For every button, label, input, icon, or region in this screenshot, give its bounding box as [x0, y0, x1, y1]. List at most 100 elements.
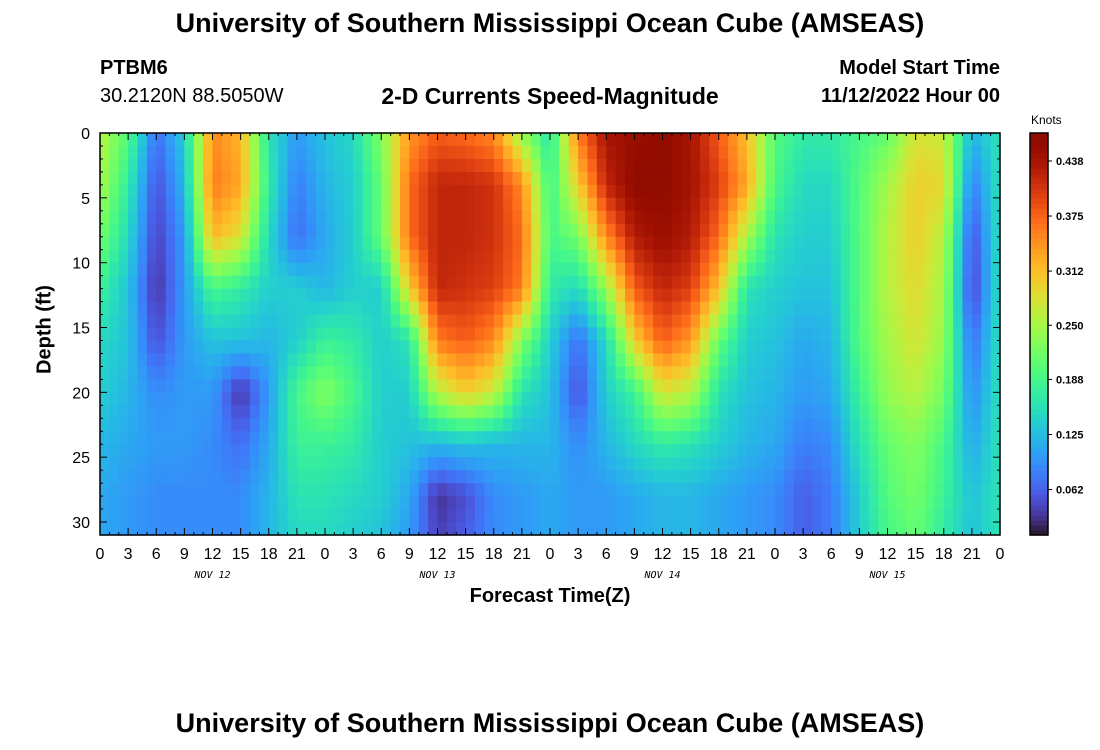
- heatmap-cell: [531, 509, 542, 523]
- heatmap-cell: [446, 509, 457, 523]
- colorbar-segment: [1030, 444, 1048, 451]
- heatmap-cell: [962, 158, 973, 173]
- heatmap-cell: [793, 509, 804, 523]
- heatmap-cell: [859, 392, 870, 406]
- colorbar-tick-label: 0.375: [1056, 211, 1084, 223]
- heatmap-cell: [559, 158, 570, 173]
- heatmap-cell: [831, 301, 842, 316]
- heatmap-cell: [325, 275, 335, 290]
- heatmap-cell: [540, 133, 551, 147]
- colorbar-segment: [1030, 203, 1048, 209]
- heatmap-cell: [521, 470, 532, 484]
- x-tick-label: 21: [963, 546, 981, 563]
- heatmap-cell: [925, 210, 935, 225]
- heatmap-cell: [578, 275, 589, 290]
- heatmap-cell: [212, 418, 223, 432]
- heatmap-cell: [831, 431, 842, 445]
- heatmap-cell: [493, 379, 504, 393]
- heatmap-cell: [615, 236, 626, 251]
- heatmap-cell: [531, 483, 542, 497]
- heatmap-cell: [662, 275, 673, 290]
- heatmap-cell: [784, 470, 795, 484]
- heatmap-cell: [671, 496, 682, 510]
- heatmap-cell: [596, 314, 607, 329]
- heatmap-cell: [137, 275, 148, 290]
- heatmap-cell: [493, 392, 504, 406]
- heatmap-cell: [306, 418, 317, 432]
- heatmap-cell: [634, 301, 645, 316]
- heatmap-cell: [653, 392, 664, 406]
- heatmap-cell: [446, 275, 457, 290]
- heatmap-cell: [831, 522, 842, 536]
- heatmap-cell: [821, 444, 832, 458]
- heatmap-cell: [475, 314, 485, 329]
- heatmap-cell: [287, 145, 298, 160]
- heatmap-cell: [643, 457, 654, 471]
- heatmap-cell: [718, 275, 729, 290]
- heatmap-cell: [184, 327, 195, 342]
- heatmap-cell: [465, 327, 476, 342]
- heatmap-cell: [943, 366, 954, 380]
- heatmap-cell: [503, 249, 514, 264]
- heatmap-cell: [240, 509, 251, 523]
- heatmap-cell: [915, 392, 926, 406]
- heatmap-cell: [559, 444, 570, 458]
- heatmap-cell: [953, 444, 964, 458]
- heatmap-cell: [625, 314, 635, 329]
- heatmap-cell: [203, 405, 214, 419]
- heatmap-cell: [934, 197, 945, 212]
- heatmap-cell: [540, 431, 551, 445]
- heatmap-cell: [287, 133, 298, 147]
- heatmap-cell: [512, 457, 523, 471]
- heatmap-cell: [625, 249, 635, 264]
- heatmap-cell: [203, 262, 214, 277]
- heatmap-cell: [662, 483, 673, 497]
- heatmap-cell: [981, 379, 992, 393]
- heatmap-cell: [512, 392, 523, 406]
- heatmap-cell: [250, 249, 260, 264]
- heatmap-cell: [662, 405, 673, 419]
- heatmap-cell: [240, 483, 251, 497]
- heatmap-cell: [728, 405, 739, 419]
- heatmap-cell: [962, 249, 973, 264]
- heatmap-cell: [821, 236, 832, 251]
- heatmap-cell: [634, 392, 645, 406]
- heatmap-cell: [681, 431, 692, 445]
- heatmap-cell: [662, 366, 673, 380]
- heatmap-cell: [728, 509, 739, 523]
- heatmap-cell: [784, 133, 795, 147]
- heatmap-cell: [700, 470, 710, 484]
- heatmap-cell: [821, 288, 832, 303]
- heatmap-cell: [981, 133, 992, 147]
- heatmap-cell: [953, 470, 964, 484]
- heatmap-cell: [840, 236, 851, 251]
- heatmap-cell: [203, 301, 214, 316]
- heatmap-cell: [606, 405, 617, 419]
- heatmap-cell: [343, 288, 354, 303]
- heatmap-cell: [203, 418, 214, 432]
- heatmap-cell: [446, 444, 457, 458]
- heatmap-cell: [981, 353, 992, 368]
- heatmap-cell: [812, 223, 823, 238]
- heatmap-cell: [231, 366, 242, 380]
- heatmap-cell: [231, 171, 242, 186]
- heatmap-cell: [718, 314, 729, 329]
- heatmap-cell: [915, 171, 926, 186]
- heatmap-cell: [343, 431, 354, 445]
- heatmap-cell: [109, 133, 120, 147]
- heatmap-cell: [137, 340, 148, 355]
- heatmap-cell: [259, 379, 270, 393]
- heatmap-cell: [437, 353, 448, 368]
- heatmap-cell: [100, 483, 110, 497]
- heatmap-cell: [953, 223, 964, 238]
- heatmap-cell: [118, 133, 129, 147]
- heatmap-cell: [887, 275, 898, 290]
- heatmap-cell: [803, 483, 814, 497]
- heatmap-cell: [606, 314, 617, 329]
- heatmap-cell: [193, 288, 204, 303]
- heatmap-cell: [306, 431, 317, 445]
- heatmap-cell: [353, 418, 364, 432]
- heatmap-cell: [446, 457, 457, 471]
- heatmap-cell: [690, 353, 701, 368]
- heatmap-cell: [278, 327, 289, 342]
